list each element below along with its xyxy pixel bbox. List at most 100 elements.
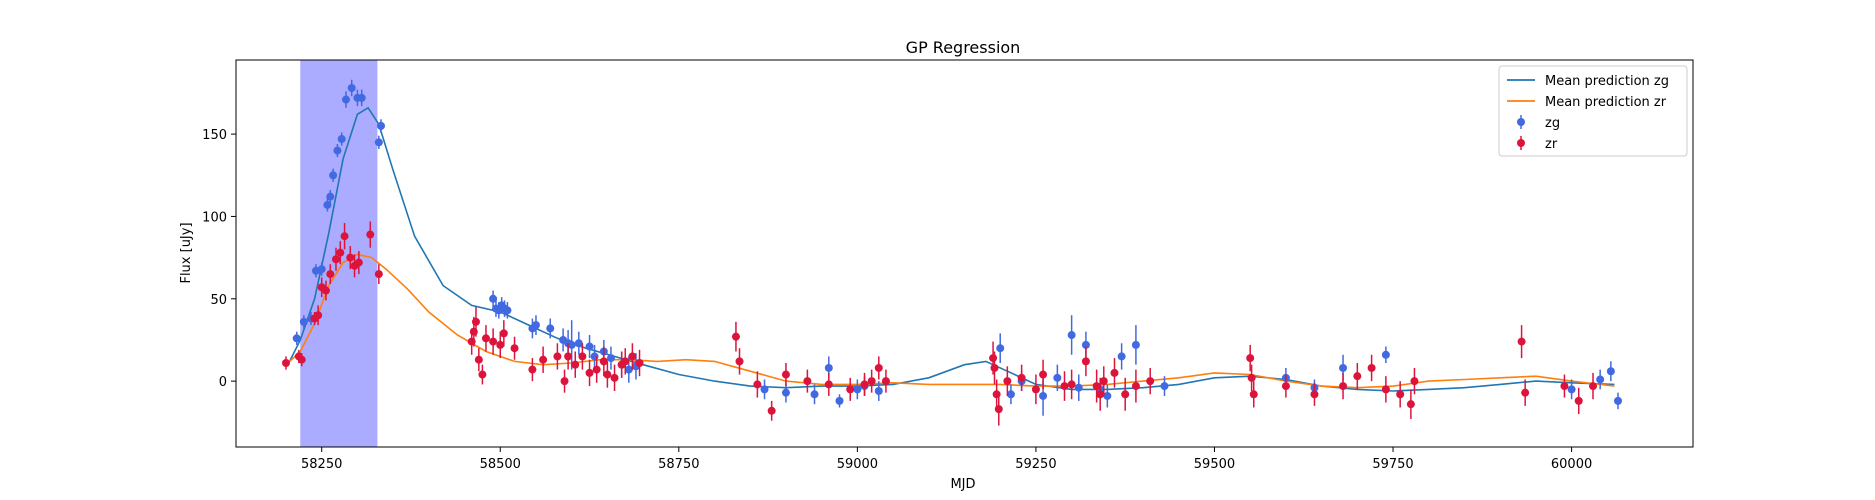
point-zg <box>835 396 844 405</box>
point-zr <box>564 352 573 361</box>
point-zg <box>1039 391 1048 400</box>
point-zr <box>990 363 999 372</box>
point-zr <box>314 311 323 320</box>
point-zg <box>1596 375 1605 384</box>
point-zg <box>531 321 540 330</box>
y-tick-label: 0 <box>219 375 227 390</box>
point-zg <box>374 138 383 147</box>
point-zr <box>1353 372 1362 381</box>
point-zr <box>489 337 498 346</box>
point-zr <box>474 355 483 364</box>
point-zr <box>1039 370 1048 379</box>
point-zg <box>1074 383 1083 392</box>
point-zg <box>1567 385 1576 394</box>
point-zr <box>603 370 612 379</box>
point-zr <box>635 359 644 368</box>
legend-label: Mean prediction zg <box>1545 74 1669 89</box>
point-zg <box>874 387 883 396</box>
point-zg <box>781 388 790 397</box>
point-zr <box>1096 390 1105 399</box>
point-zg <box>853 385 862 394</box>
point-zr <box>528 365 537 374</box>
point-zg <box>1103 391 1112 400</box>
point-zg <box>606 354 615 363</box>
point-zg <box>357 93 366 102</box>
point-zr <box>1246 354 1255 363</box>
legend: Mean prediction zg Mean prediction zr zg zr <box>1498 65 1688 157</box>
point-zr <box>1381 385 1390 394</box>
x-axis-label: MJD <box>950 477 975 492</box>
point-zg <box>1053 373 1062 382</box>
point-zr <box>331 255 340 264</box>
point-zr <box>553 352 562 361</box>
point-zr <box>496 340 505 349</box>
point-zr <box>281 359 290 368</box>
point-zr <box>340 232 349 241</box>
point-zr <box>781 370 790 379</box>
point-zg <box>323 200 332 209</box>
point-zg <box>760 385 769 394</box>
point-zr <box>297 355 306 364</box>
point-zr <box>824 380 833 389</box>
point-zg <box>624 365 633 374</box>
point-zg <box>1067 331 1076 340</box>
point-zr <box>1367 363 1376 372</box>
point-zg <box>1614 396 1623 405</box>
series-zg <box>292 79 1623 416</box>
point-zr <box>803 377 812 386</box>
point-zg <box>824 363 833 372</box>
point-zr <box>731 332 740 341</box>
point-zr <box>1031 385 1040 394</box>
point-zr <box>860 380 869 389</box>
point-zr <box>1131 382 1140 391</box>
point-zg <box>1117 352 1126 361</box>
point-zr <box>867 377 876 386</box>
point-zr <box>539 355 548 364</box>
point-zr <box>1099 377 1108 386</box>
point-zr <box>346 253 355 262</box>
point-zr <box>767 406 776 415</box>
point-zg <box>1606 367 1615 376</box>
point-zg <box>1081 340 1090 349</box>
point-zg <box>585 342 594 351</box>
point-zg <box>503 306 512 315</box>
point-zr <box>481 334 490 343</box>
point-zr <box>1560 382 1569 391</box>
point-zg <box>329 171 338 180</box>
point-zg <box>1006 390 1015 399</box>
x-tick-label: 59500 <box>1194 457 1235 472</box>
point-zr <box>1092 382 1101 391</box>
point-zg <box>489 294 498 303</box>
y-tick-label: 150 <box>202 128 227 143</box>
point-zr <box>1249 390 1258 399</box>
point-zr <box>1121 390 1130 399</box>
point-zr <box>1003 377 1012 386</box>
x-tick-label: 60000 <box>1551 457 1592 472</box>
point-zr <box>1310 390 1319 399</box>
x-tick-label: 59750 <box>1372 457 1413 472</box>
point-zr <box>499 329 508 338</box>
point-zr <box>366 230 375 239</box>
axes-frame <box>235 59 1694 448</box>
point-zr <box>560 377 569 386</box>
point-zr <box>510 344 519 353</box>
point-zr <box>753 380 762 389</box>
y-tick-label: 100 <box>202 210 227 225</box>
point-zg <box>996 344 1005 353</box>
series-zr <box>281 221 1598 426</box>
point-zr <box>1060 382 1069 391</box>
point-zg <box>574 339 583 348</box>
point-zr <box>1110 368 1119 377</box>
point-zr <box>326 270 335 279</box>
point-zr <box>592 365 601 374</box>
x-tick-label: 58750 <box>658 457 699 472</box>
point-zr <box>478 370 487 379</box>
x-axis-ticks: 58250 58500 58750 59000 59250 59500 59750 60000 <box>301 447 1592 472</box>
chart-title: GP Regression <box>906 38 1021 57</box>
point-zr <box>374 270 383 279</box>
point-zg <box>810 390 819 399</box>
point-zg <box>333 146 342 155</box>
point-zr <box>1146 377 1155 386</box>
point-zr <box>1410 377 1419 386</box>
point-zr <box>628 352 637 361</box>
